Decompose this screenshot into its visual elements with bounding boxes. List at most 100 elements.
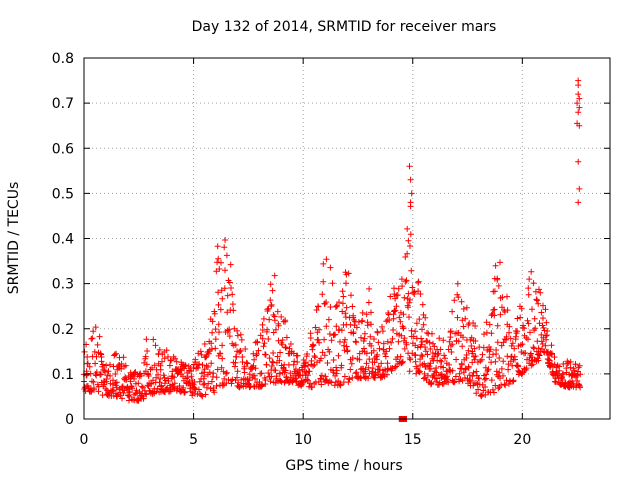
data-point xyxy=(347,366,354,373)
data-point xyxy=(208,340,215,347)
data-point xyxy=(93,369,100,376)
data-point xyxy=(205,350,212,357)
data-point xyxy=(165,378,172,384)
y-tick-label: 0.7 xyxy=(52,96,74,112)
data-point xyxy=(486,354,493,361)
data-point xyxy=(449,341,456,348)
data-point xyxy=(318,372,325,379)
data-point xyxy=(217,350,224,357)
data-point xyxy=(476,375,482,382)
data-point xyxy=(517,314,524,321)
data-point xyxy=(406,314,412,321)
data-point xyxy=(575,158,582,165)
data-point xyxy=(491,312,498,319)
data-point xyxy=(421,360,428,367)
data-point xyxy=(460,334,466,341)
data-point xyxy=(574,377,581,384)
data-point xyxy=(500,372,506,379)
data-point xyxy=(436,379,443,386)
data-point xyxy=(475,386,482,393)
data-point xyxy=(504,293,510,300)
data-point xyxy=(209,329,216,336)
data-point xyxy=(536,352,543,359)
data-point xyxy=(503,333,510,340)
data-point xyxy=(156,379,163,386)
data-point xyxy=(479,351,486,358)
data-point xyxy=(338,362,345,369)
data-point xyxy=(97,350,104,357)
data-point xyxy=(486,321,493,328)
data-point xyxy=(182,388,189,395)
data-point xyxy=(83,371,90,378)
data-point xyxy=(481,376,488,383)
data-point xyxy=(401,345,408,352)
data-point xyxy=(411,291,418,297)
data-point xyxy=(326,331,333,337)
data-point xyxy=(310,363,316,369)
data-point xyxy=(522,350,529,356)
data-point xyxy=(527,329,533,336)
data-point xyxy=(400,325,407,332)
data-point xyxy=(521,325,528,332)
data-point xyxy=(504,307,511,314)
data-point xyxy=(342,336,348,343)
data-point xyxy=(92,324,99,331)
data-point xyxy=(171,380,178,387)
data-point xyxy=(332,331,339,338)
data-point xyxy=(548,351,555,358)
data-point xyxy=(418,335,425,342)
data-point xyxy=(262,351,269,358)
data-point xyxy=(327,304,334,310)
data-point xyxy=(460,323,467,330)
data-point xyxy=(315,303,322,310)
data-point xyxy=(104,372,111,379)
data-point xyxy=(234,327,241,334)
data-point xyxy=(473,390,480,397)
data-point xyxy=(271,317,278,324)
data-point xyxy=(451,379,457,386)
data-point xyxy=(234,332,241,339)
data-point xyxy=(330,369,337,376)
data-point xyxy=(192,356,199,363)
data-point xyxy=(567,358,574,365)
data-point xyxy=(317,375,324,382)
data-point xyxy=(166,362,173,369)
data-point xyxy=(225,329,231,336)
data-point xyxy=(442,355,448,362)
data-point xyxy=(520,322,527,329)
data-point xyxy=(333,367,340,374)
data-point xyxy=(273,373,280,380)
data-point xyxy=(363,360,370,367)
data-point xyxy=(519,341,526,348)
data-point xyxy=(270,350,277,356)
data-point xyxy=(287,341,294,347)
data-point xyxy=(309,384,315,391)
data-point xyxy=(219,295,226,302)
data-point xyxy=(337,382,344,389)
data-point xyxy=(218,287,225,294)
data-point xyxy=(492,262,499,269)
data-point xyxy=(188,373,195,380)
data-point xyxy=(419,301,426,308)
data-point xyxy=(151,362,158,369)
data-point xyxy=(546,357,553,364)
data-point xyxy=(427,346,434,352)
data-point xyxy=(184,374,191,381)
data-point xyxy=(211,389,218,396)
data-point xyxy=(232,341,239,348)
data-point xyxy=(219,342,226,349)
data-point xyxy=(302,363,309,370)
data-point xyxy=(145,373,152,379)
data-point xyxy=(403,277,410,284)
data-point xyxy=(217,306,224,313)
data-point xyxy=(404,225,411,232)
data-point xyxy=(388,365,395,372)
data-point xyxy=(274,353,281,360)
data-point xyxy=(576,185,583,192)
data-point xyxy=(538,338,545,345)
data-point xyxy=(229,376,236,383)
data-point xyxy=(433,378,440,385)
data-point xyxy=(265,336,272,342)
data-point xyxy=(379,323,385,330)
data-point xyxy=(103,362,110,369)
